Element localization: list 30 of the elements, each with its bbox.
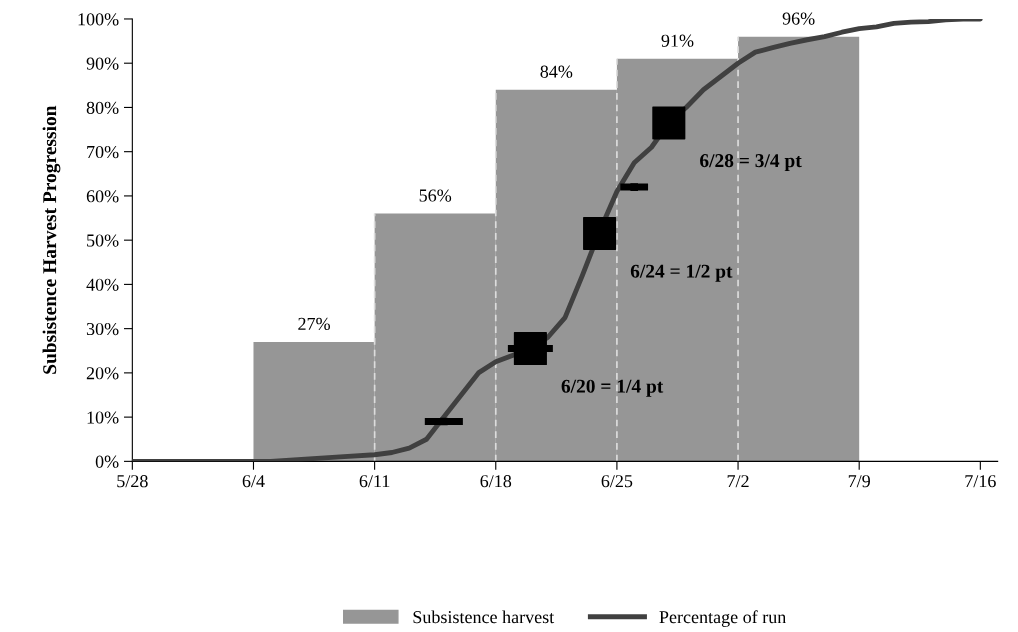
y-axis-title: Subsistence Harvest Progression: [42, 105, 61, 374]
x-tick-label: 7/9: [848, 475, 870, 488]
x-tick-label: 7/2: [727, 475, 749, 488]
x-tick-label: 6/25: [601, 475, 633, 488]
y-tick-label: 70%: [87, 145, 119, 159]
annotation: 6/28 = 3/4 pt: [700, 154, 802, 172]
x-tick-label: 7/16: [965, 475, 996, 488]
data-label: 84%: [540, 65, 573, 78]
y-tick-label: 80%: [86, 101, 119, 114]
y-tick-label: 0%: [95, 455, 119, 468]
annotation: 6/20 = 1/4 pt: [561, 379, 664, 397]
data-label: 96%: [782, 12, 815, 25]
y-tick-label: 10%: [87, 411, 119, 424]
x-tick-label: 6/4: [242, 475, 265, 488]
y-tick-label: 100%: [78, 13, 119, 26]
y-tick-label: 40%: [86, 278, 119, 291]
x-tick-label: 5/28: [117, 475, 148, 488]
x-tick-label: 6/18: [480, 475, 512, 488]
x-tick-label: 6/11: [359, 475, 390, 488]
annotation: 6/24 = 1/2 pt: [630, 264, 733, 282]
y-tick-label: 20%: [86, 367, 119, 380]
legend-label: Subsistence harvest: [413, 610, 555, 624]
data-label: 91%: [661, 34, 694, 47]
y-tick-label: 90%: [86, 57, 119, 70]
legend-label: Percentage of run: [659, 610, 786, 627]
y-tick-label: 30%: [86, 322, 119, 336]
y-tick-label: 60%: [86, 190, 119, 203]
data-label: 56%: [419, 189, 452, 202]
y-tick-label: 50%: [87, 234, 119, 247]
data-label: 27%: [298, 317, 330, 330]
